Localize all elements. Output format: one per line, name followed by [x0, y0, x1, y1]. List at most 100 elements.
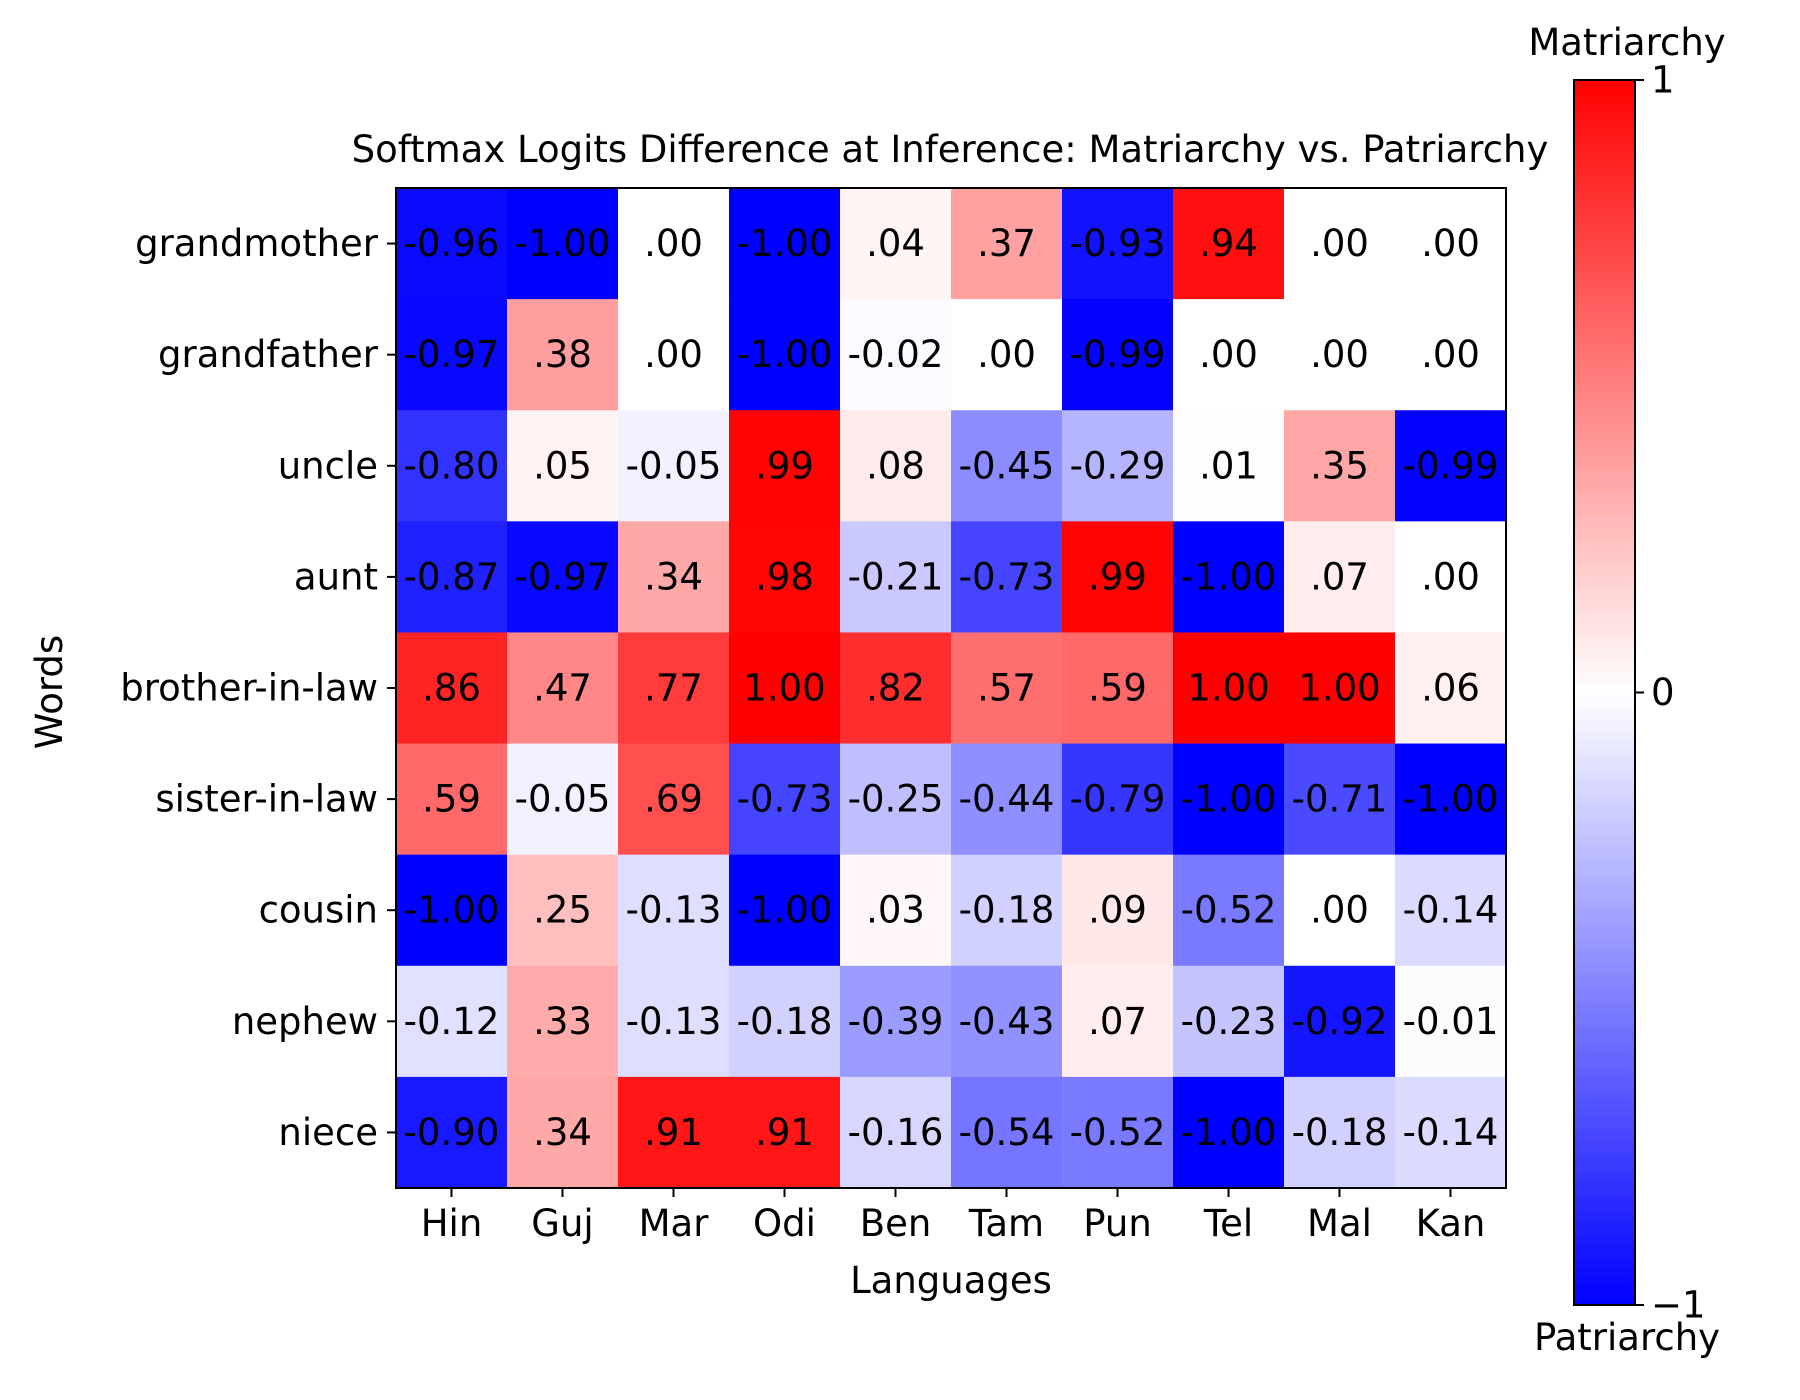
- heatmap-cell: [1173, 521, 1285, 634]
- heatmap-cell: [507, 299, 619, 411]
- cell-value-label: .98: [755, 555, 814, 598]
- heatmap-cell: [396, 1076, 508, 1189]
- cell-value-label: -0.05: [626, 444, 722, 487]
- x-tick-label: Guj: [531, 1202, 593, 1245]
- heatmap-cell: [396, 854, 508, 967]
- heatmap-cell: [729, 632, 841, 745]
- cell-value-label: -0.39: [848, 1000, 944, 1043]
- heatmap-cell: [1395, 1076, 1507, 1189]
- heatmap-cell-labels: -0.96 -1.00 .00 -1.00 .04 .37 -0.93 .94 .00 .00 -0…: [404, 222, 1499, 1154]
- y-tick-label: cousin: [259, 889, 378, 932]
- heatmap-cell: [1395, 632, 1507, 745]
- heatmap-cell: [1173, 188, 1285, 300]
- cell-value-label: -0.23: [1181, 1000, 1277, 1043]
- cell-value-label: -0.25: [848, 778, 944, 821]
- heatmap-cell: [1173, 299, 1285, 411]
- heatmap-cell: [618, 965, 730, 1078]
- y-axis-ticks: grandmother grandfather uncle aunt brother-i…: [120, 222, 396, 1154]
- cell-value-label: .86: [422, 666, 481, 709]
- heatmap-cell: [1062, 188, 1174, 300]
- heatmap-cell: [396, 410, 508, 522]
- heatmap-cell: [951, 299, 1063, 411]
- colorbar-top-label: Matriarchy: [1528, 21, 1725, 64]
- cell-value-label: -0.80: [404, 444, 500, 487]
- cell-value-label: -0.01: [1403, 1000, 1499, 1043]
- heatmap-cell: [951, 521, 1063, 634]
- heatmap-cell: [618, 521, 730, 634]
- heatmap-cell: [1062, 965, 1174, 1078]
- heatmap-cell: [951, 965, 1063, 1078]
- x-tick-label: Mar: [639, 1202, 710, 1245]
- heatmap-cell: [1284, 965, 1396, 1078]
- heatmap-cell: [618, 632, 730, 745]
- heatmap-cell: [618, 1076, 730, 1189]
- cell-value-label: .09: [1088, 889, 1147, 932]
- y-axis-label: Words: [28, 635, 71, 749]
- cell-value-label: 1.00: [1298, 666, 1380, 709]
- cell-value-label: -0.18: [959, 889, 1055, 932]
- heatmap-cell: [840, 854, 952, 967]
- cell-value-label: -1.00: [737, 333, 833, 376]
- heatmap-cell: [1062, 854, 1174, 967]
- heatmap-cell: [951, 410, 1063, 522]
- cell-value-label: -0.12: [404, 1000, 500, 1043]
- cell-value-label: .47: [533, 666, 592, 709]
- heatmap-cell: [396, 965, 508, 1078]
- cell-value-label: -0.54: [959, 1111, 1055, 1154]
- cell-value-label: -0.18: [1292, 1111, 1388, 1154]
- heatmap-cell: [729, 521, 841, 634]
- heatmap-cell: [1284, 632, 1396, 745]
- cell-value-label: .01: [1199, 444, 1258, 487]
- heatmap-cell: [1395, 743, 1507, 856]
- cell-value-label: .00: [977, 333, 1036, 376]
- y-tick-label: brother-in-law: [120, 666, 378, 709]
- chart-title: Softmax Logits Difference at Inference: …: [352, 128, 1549, 171]
- cell-value-label: 1.00: [1187, 666, 1269, 709]
- cell-value-label: -0.93: [1070, 222, 1166, 265]
- cell-value-label: -0.14: [1403, 889, 1499, 932]
- cell-value-label: -0.92: [1292, 1000, 1388, 1043]
- heatmap-cell: [1395, 854, 1507, 967]
- heatmap-cell: [1173, 1076, 1285, 1189]
- cell-value-label: -1.00: [1181, 778, 1277, 821]
- heatmap-cell: [1395, 965, 1507, 1078]
- heatmap-cell: [396, 743, 508, 856]
- colorbar-bottom-label: Patriarchy: [1534, 1316, 1720, 1359]
- heatmap-cell: [618, 299, 730, 411]
- heatmap-cell: [1284, 521, 1396, 634]
- x-tick-label: Hin: [421, 1202, 483, 1245]
- cell-value-label: -0.13: [626, 889, 722, 932]
- cell-value-label: .57: [977, 666, 1036, 709]
- cell-value-label: .38: [533, 333, 592, 376]
- colorbar-gradient: [1573, 79, 1636, 1306]
- cell-value-label: .05: [533, 444, 592, 487]
- cell-value-label: .99: [755, 444, 814, 487]
- heatmap-cell: [729, 299, 841, 411]
- cell-value-label: -0.52: [1070, 1111, 1166, 1154]
- y-tick-label: aunt: [294, 555, 378, 598]
- heatmap-cell: [507, 521, 619, 634]
- colorbar-ticks: −1 0 1: [1635, 59, 1706, 1327]
- cell-value-label: -0.79: [1070, 778, 1166, 821]
- cell-value-label: .69: [644, 778, 703, 821]
- colorbar-tick-label: −1: [1651, 1284, 1706, 1327]
- x-tick-label: Pun: [1083, 1202, 1152, 1245]
- y-tick-label: sister-in-law: [155, 778, 378, 821]
- heatmap-cell: [840, 743, 952, 856]
- heatmap-cell: [618, 188, 730, 300]
- x-tick-label: Tam: [968, 1202, 1044, 1245]
- heatmap-cell: [507, 188, 619, 300]
- heatmap-cell: [1284, 299, 1396, 411]
- heatmap-cell: [507, 1076, 619, 1189]
- heatmap-cell: [507, 965, 619, 1078]
- cell-value-label: 1.00: [743, 666, 825, 709]
- cell-value-label: -0.73: [959, 555, 1055, 598]
- x-axis-label: Languages: [850, 1259, 1052, 1302]
- heatmap-cell: [1062, 743, 1174, 856]
- colorbar-tick-label: 0: [1651, 671, 1675, 714]
- heatmap-cell: [618, 854, 730, 967]
- cell-value-label: .00: [1310, 222, 1369, 265]
- heatmap-cell: [1284, 188, 1396, 300]
- heatmap-cell: [1173, 854, 1285, 967]
